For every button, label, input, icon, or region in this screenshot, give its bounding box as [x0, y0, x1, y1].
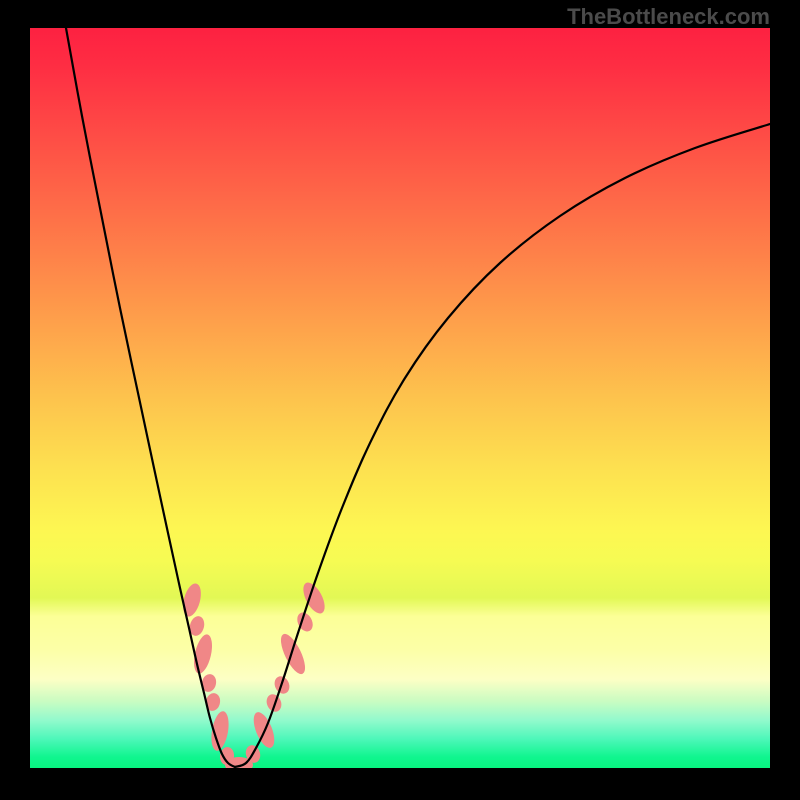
marker-capsule	[276, 631, 310, 678]
plot-svg	[30, 28, 770, 768]
curve-right	[235, 124, 770, 767]
curve-left	[66, 28, 235, 767]
marker-capsule	[299, 579, 329, 617]
marker-capsule	[249, 709, 278, 750]
marker-capsule	[225, 757, 253, 768]
marker-capsule	[200, 673, 218, 694]
marker-capsule	[209, 710, 232, 752]
marker-capsule	[244, 743, 263, 764]
plot-background	[30, 28, 770, 768]
marker-capsule	[264, 692, 284, 714]
plot-area	[30, 28, 770, 768]
marker-capsule	[188, 615, 207, 638]
marker-capsule	[191, 633, 216, 676]
marker-capsule	[294, 610, 316, 634]
marker-capsule	[180, 582, 204, 619]
marker-capsule	[204, 692, 221, 713]
marker-capsule	[219, 746, 235, 766]
watermark-text: TheBottleneck.com	[567, 4, 770, 30]
markers-group	[180, 579, 329, 768]
marker-capsule	[272, 674, 292, 696]
chart-root: TheBottleneck.com	[0, 0, 800, 800]
